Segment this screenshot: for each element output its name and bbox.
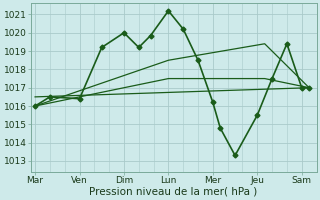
X-axis label: Pression niveau de la mer( hPa ): Pression niveau de la mer( hPa ) — [90, 187, 258, 197]
